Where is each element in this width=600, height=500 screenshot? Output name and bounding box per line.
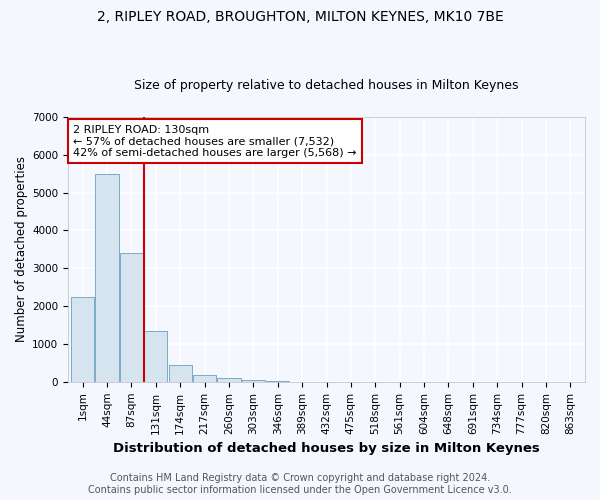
Bar <box>71 296 94 382</box>
Y-axis label: Number of detached properties: Number of detached properties <box>15 156 28 342</box>
Bar <box>242 380 265 382</box>
Text: 2 RIPLEY ROAD: 130sqm
← 57% of detached houses are smaller (7,532)
42% of semi-d: 2 RIPLEY ROAD: 130sqm ← 57% of detached … <box>73 124 356 158</box>
X-axis label: Distribution of detached houses by size in Milton Keynes: Distribution of detached houses by size … <box>113 442 540 455</box>
Bar <box>120 253 143 382</box>
Bar <box>193 375 216 382</box>
Text: 2, RIPLEY ROAD, BROUGHTON, MILTON KEYNES, MK10 7BE: 2, RIPLEY ROAD, BROUGHTON, MILTON KEYNES… <box>97 10 503 24</box>
Bar <box>169 365 192 382</box>
Text: Contains HM Land Registry data © Crown copyright and database right 2024.
Contai: Contains HM Land Registry data © Crown c… <box>88 474 512 495</box>
Bar <box>217 378 241 382</box>
Title: Size of property relative to detached houses in Milton Keynes: Size of property relative to detached ho… <box>134 79 519 92</box>
Bar <box>95 174 119 382</box>
Bar <box>144 330 167 382</box>
